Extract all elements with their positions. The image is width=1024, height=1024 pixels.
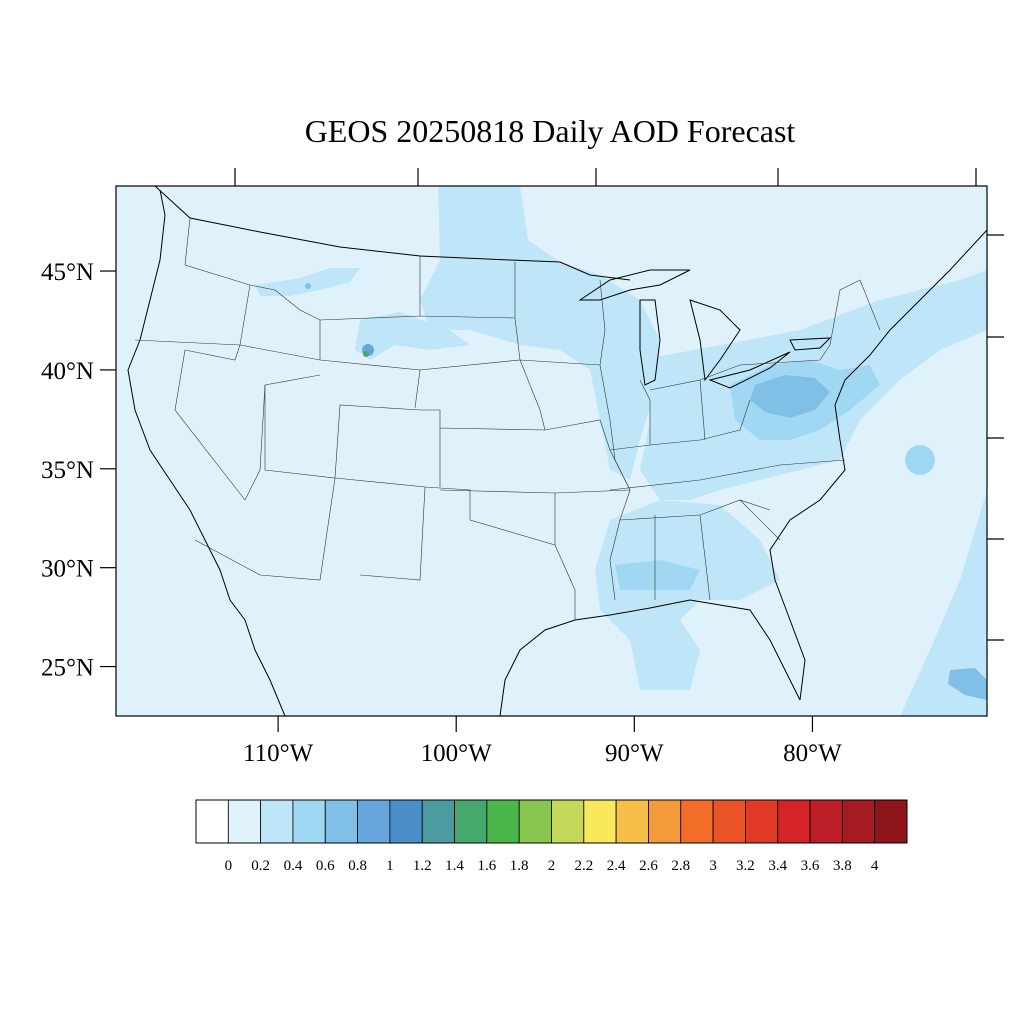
colorbar-label: 3.8: [833, 858, 852, 874]
colorbar-swatch: [227, 799, 262, 844]
colorbar-swatch: [680, 799, 714, 844]
right-frame-ticks: [987, 234, 1004, 641]
lon-tick-label: 90°W: [605, 740, 664, 767]
colorbar-swatch: [486, 799, 520, 844]
gulf-coastline: [499, 599, 801, 716]
colorbar-label: 1.6: [477, 858, 496, 874]
lake-superior: [578, 269, 691, 301]
colorbar-swatch: [260, 799, 294, 844]
colorbar-swatch: [389, 799, 423, 844]
colorbar-swatch: [454, 799, 488, 844]
lake-erie: [708, 351, 791, 389]
state-lines-east: [544, 279, 881, 620]
colorbar-label: 1.4: [445, 858, 464, 874]
map-frame: [115, 185, 988, 717]
aod-hotspot-core: [363, 351, 369, 357]
lake-huron: [689, 299, 741, 382]
colorbar-swatch: [745, 799, 779, 844]
lon-tick-label: 110°W: [243, 740, 314, 767]
lat-tick-label: 45°N: [41, 259, 94, 286]
aod-strong-core-virginia: [750, 375, 830, 418]
colorbar-label: 2.4: [607, 858, 626, 874]
colorbar-swatch: [809, 799, 843, 844]
aod-patch-offshore: [905, 445, 935, 475]
colorbar-swatch: [292, 799, 326, 844]
colorbar-label: 0: [225, 858, 233, 874]
colorbar-swatch: [648, 799, 682, 844]
colorbar-swatch: [583, 799, 617, 844]
lat-tick-label: 35°N: [41, 457, 94, 484]
atlantic-coastline: [769, 229, 987, 701]
colorbar-swatch: [777, 799, 811, 844]
aod-medium-gulf: [615, 560, 700, 590]
longitude-axis: 110°W 100°W 90°W 80°W: [243, 716, 842, 767]
colorbar-swatch: [357, 799, 391, 844]
state-lines-central: [194, 317, 601, 581]
mississippi-river: [599, 279, 631, 601]
colorbar-label: 3.2: [736, 858, 755, 874]
colorbar-label: 1: [386, 858, 394, 874]
aod-plume-wyoming: [355, 312, 470, 360]
colorbar-label: 2.8: [671, 858, 690, 874]
colorbar-label: 2.2: [574, 858, 593, 874]
colorbar-label: 3: [709, 858, 717, 874]
top-frame-ticks: [234, 168, 977, 186]
aod-strong-bahamas: [948, 668, 987, 700]
colorbar: 0 0.2 0.4 0.6 0.8 1 1.2 1.4 1.6 1.8 2 2.2 2.4 2.6 2.8 3…: [195, 799, 908, 874]
colorbar-swatch: [195, 799, 229, 844]
lake-michigan: [639, 299, 661, 386]
lon-tick-label: 100°W: [421, 740, 492, 767]
colorbar-label: 1.2: [413, 858, 432, 874]
colorbar-label: 2.6: [639, 858, 658, 874]
colorbar-swatch: [518, 799, 552, 844]
aod-plume-montana: [255, 268, 360, 296]
lat-tick-label: 30°N: [41, 556, 94, 583]
colorbar-label: 3.4: [768, 858, 787, 874]
colorbar-swatch: [841, 799, 876, 844]
lat-tick-label: 40°N: [41, 358, 94, 385]
colorbar-swatch: [615, 799, 649, 844]
colorbar-label: 0.6: [316, 858, 335, 874]
lon-tick-label: 80°W: [783, 740, 842, 767]
colorbar-swatch: [874, 799, 908, 844]
lake-ontario: [789, 337, 832, 351]
colorbar-swatch: [551, 799, 585, 844]
baja-coastline: [244, 619, 286, 716]
colorbar-label: 0.4: [284, 858, 303, 874]
aod-hotspot-montana: [305, 283, 311, 289]
colorbar-label: 3.6: [801, 858, 820, 874]
colorbar-frame: [195, 799, 908, 844]
colorbar-label: 0.2: [251, 858, 270, 874]
state-boundaries: [127, 186, 987, 716]
colorbar-label: 0.8: [348, 858, 367, 874]
aod-field-patches: [255, 186, 987, 716]
map-panel: 25°N 30°N 35°N 40°N 45°N 110°W 100°W 90°W 80°W: [41, 168, 1004, 767]
aod-plume-atlantic: [900, 490, 987, 716]
colorbar-label: 2: [548, 858, 556, 874]
colorbar-swatch: [324, 799, 358, 844]
colorbar-label: 1.8: [510, 858, 529, 874]
pacific-coastline: [127, 189, 246, 621]
colorbar-swatch: [712, 799, 746, 844]
aod-plume-northern-plains: [420, 186, 660, 480]
aod-plume-gulf-coast: [595, 500, 780, 690]
colorbar-label: 4: [871, 858, 879, 874]
lat-tick-label: 25°N: [41, 655, 94, 682]
latitude-axis: 25°N 30°N 35°N 40°N 45°N: [41, 259, 116, 682]
colorbar-swatch: [421, 799, 455, 844]
map-title: GEOS 20250818 Daily AOD Forecast: [305, 113, 796, 149]
